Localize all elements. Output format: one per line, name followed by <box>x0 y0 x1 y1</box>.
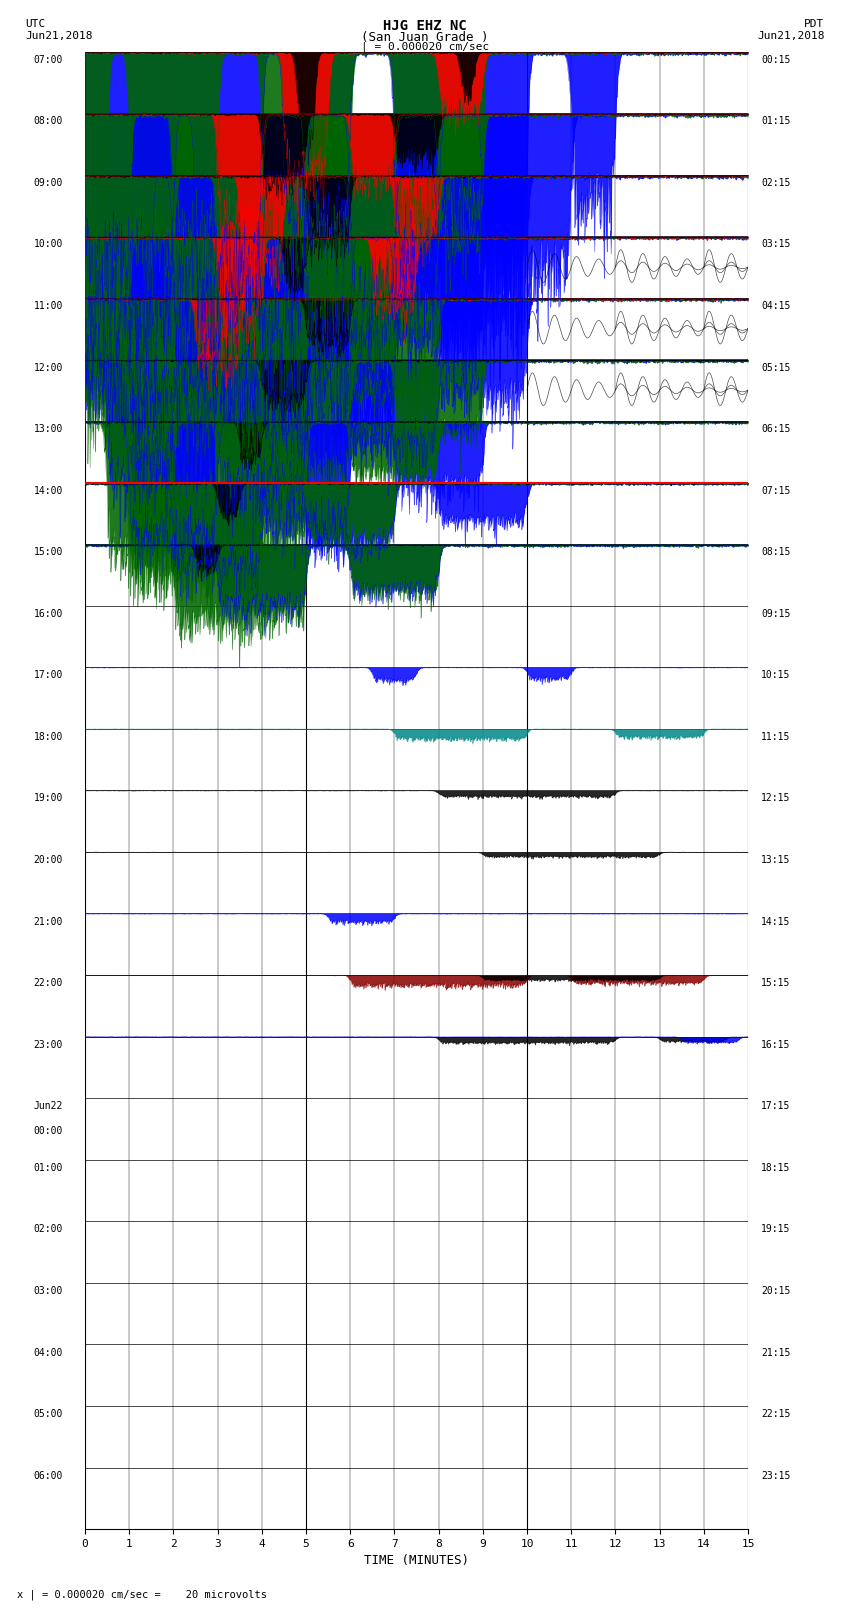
Text: 17:00: 17:00 <box>33 671 63 681</box>
Text: 02:15: 02:15 <box>762 177 790 187</box>
Text: 09:15: 09:15 <box>762 608 790 619</box>
Text: 16:00: 16:00 <box>33 608 63 619</box>
Text: 05:00: 05:00 <box>33 1410 63 1419</box>
Text: HJG EHZ NC: HJG EHZ NC <box>383 19 467 34</box>
Text: 20:00: 20:00 <box>33 855 63 865</box>
Text: 21:00: 21:00 <box>33 916 63 926</box>
Text: 03:00: 03:00 <box>33 1286 63 1295</box>
Text: 23:15: 23:15 <box>762 1471 790 1481</box>
Text: 11:15: 11:15 <box>762 732 790 742</box>
Text: 17:15: 17:15 <box>762 1102 790 1111</box>
Text: x | = 0.000020 cm/sec =    20 microvolts: x | = 0.000020 cm/sec = 20 microvolts <box>17 1589 267 1600</box>
Text: 09:00: 09:00 <box>33 177 63 187</box>
Text: 04:15: 04:15 <box>762 302 790 311</box>
Text: Jun22: Jun22 <box>33 1102 63 1111</box>
Text: 10:00: 10:00 <box>33 239 63 250</box>
Text: 00:00: 00:00 <box>33 1126 63 1136</box>
Text: 10:15: 10:15 <box>762 671 790 681</box>
Text: 13:00: 13:00 <box>33 424 63 434</box>
Text: 16:15: 16:15 <box>762 1040 790 1050</box>
Text: UTC: UTC <box>26 19 46 29</box>
Text: 18:15: 18:15 <box>762 1163 790 1173</box>
Text: 06:00: 06:00 <box>33 1471 63 1481</box>
Text: 23:00: 23:00 <box>33 1040 63 1050</box>
Text: 08:15: 08:15 <box>762 547 790 556</box>
Text: 00:15: 00:15 <box>762 55 790 65</box>
Text: 08:00: 08:00 <box>33 116 63 126</box>
Text: 06:15: 06:15 <box>762 424 790 434</box>
Text: 03:15: 03:15 <box>762 239 790 250</box>
Text: 02:00: 02:00 <box>33 1224 63 1234</box>
Text: 11:00: 11:00 <box>33 302 63 311</box>
Text: 22:15: 22:15 <box>762 1410 790 1419</box>
Text: 01:15: 01:15 <box>762 116 790 126</box>
Text: 20:15: 20:15 <box>762 1286 790 1295</box>
Text: 12:00: 12:00 <box>33 363 63 373</box>
Text: 05:15: 05:15 <box>762 363 790 373</box>
Text: PDT: PDT <box>804 19 824 29</box>
Text: 07:00: 07:00 <box>33 55 63 65</box>
Text: | = 0.000020 cm/sec: | = 0.000020 cm/sec <box>361 42 489 53</box>
Text: 19:00: 19:00 <box>33 794 63 803</box>
Text: 21:15: 21:15 <box>762 1347 790 1358</box>
Text: 12:15: 12:15 <box>762 794 790 803</box>
Text: 14:15: 14:15 <box>762 916 790 926</box>
Text: 04:00: 04:00 <box>33 1347 63 1358</box>
Text: 19:15: 19:15 <box>762 1224 790 1234</box>
Text: 18:00: 18:00 <box>33 732 63 742</box>
Text: 13:15: 13:15 <box>762 855 790 865</box>
Text: Jun21,2018: Jun21,2018 <box>757 31 824 40</box>
Text: 14:00: 14:00 <box>33 486 63 495</box>
Text: 01:00: 01:00 <box>33 1163 63 1173</box>
Text: 22:00: 22:00 <box>33 977 63 989</box>
Text: 15:00: 15:00 <box>33 547 63 556</box>
Text: Jun21,2018: Jun21,2018 <box>26 31 93 40</box>
X-axis label: TIME (MINUTES): TIME (MINUTES) <box>364 1555 469 1568</box>
Text: 15:15: 15:15 <box>762 977 790 989</box>
Text: (San Juan Grade ): (San Juan Grade ) <box>361 31 489 44</box>
Text: 07:15: 07:15 <box>762 486 790 495</box>
